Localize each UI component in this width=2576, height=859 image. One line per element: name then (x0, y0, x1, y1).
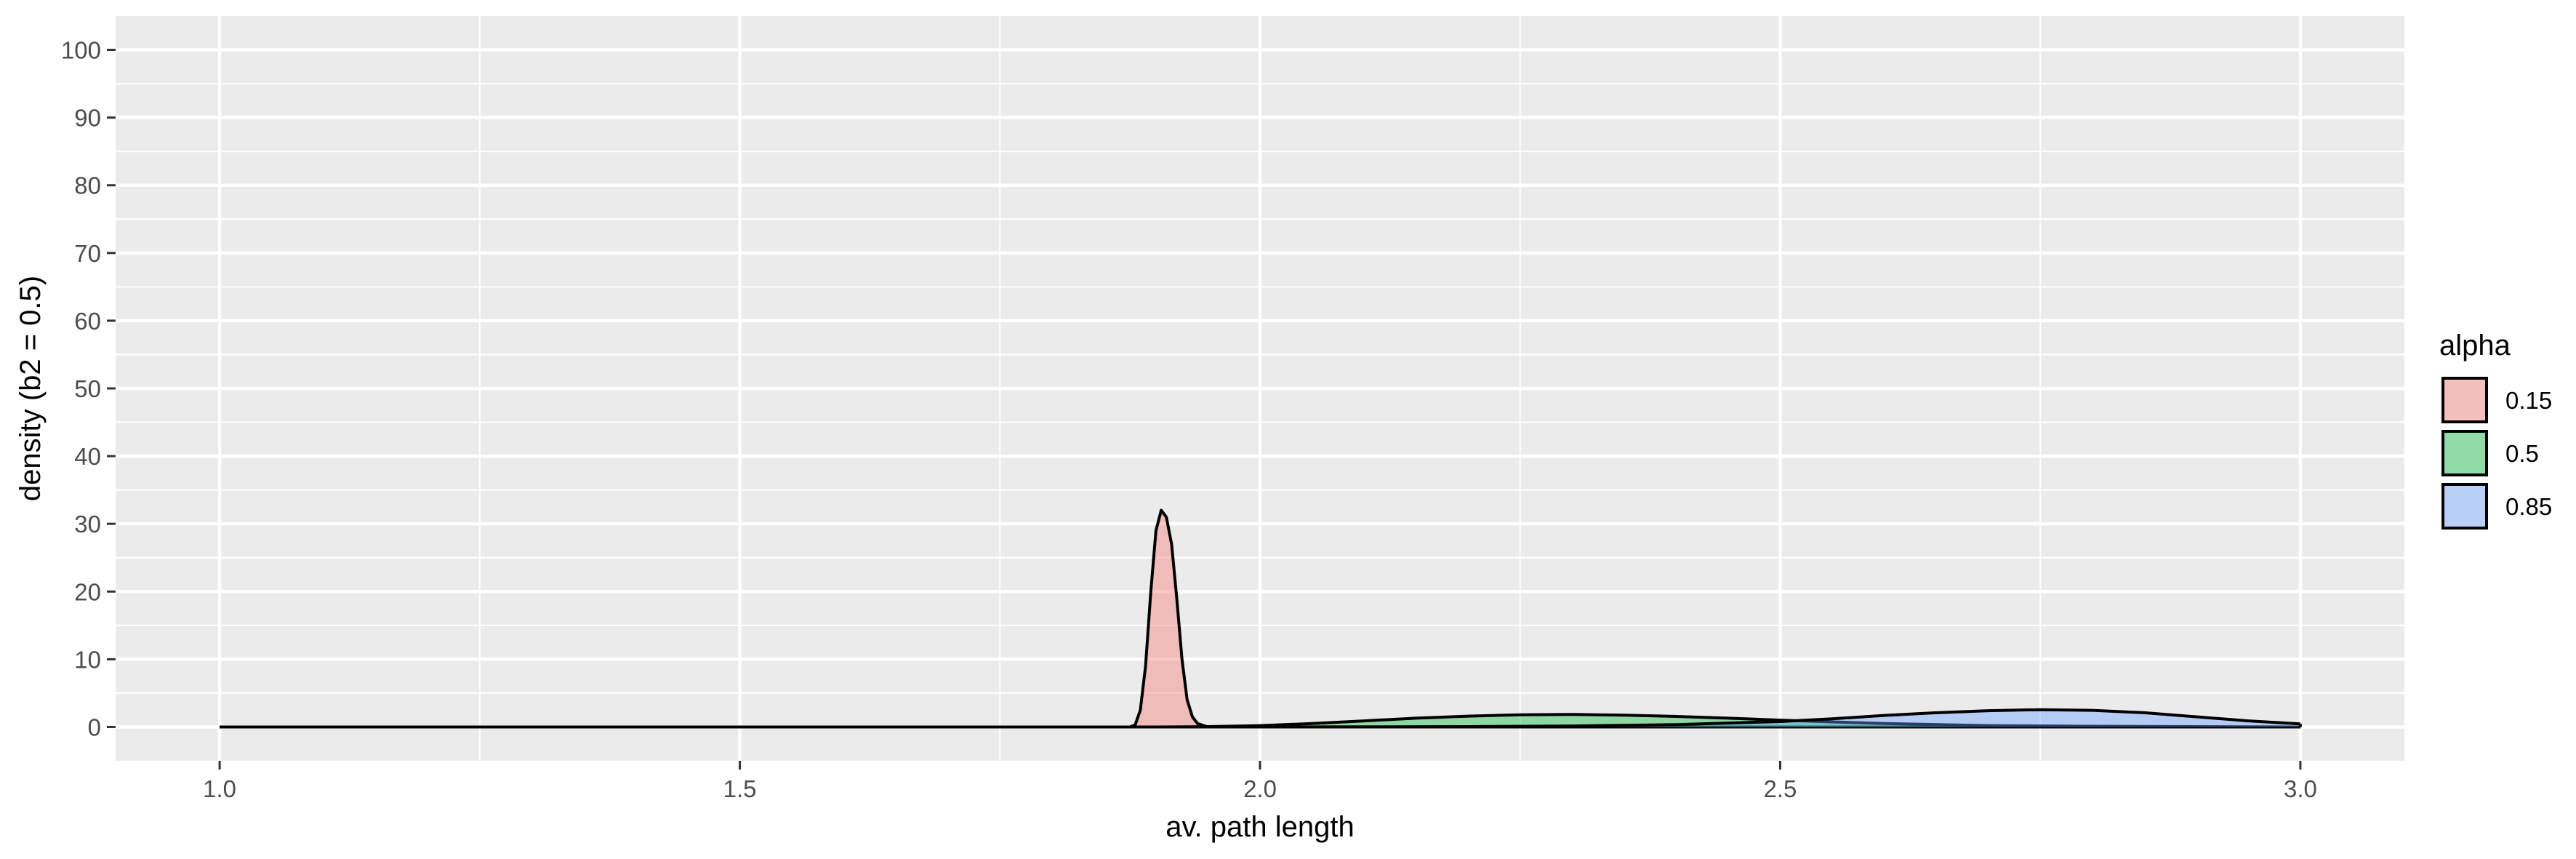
y-tick-label: 50 (74, 375, 101, 402)
y-tick-label: 80 (74, 172, 101, 199)
x-tick-label: 1.5 (723, 775, 757, 802)
x-tick-label: 2.5 (1764, 775, 1797, 802)
y-tick-label: 70 (74, 240, 101, 267)
density-outline-3 (220, 708, 2301, 729)
y-tick-label: 20 (74, 578, 101, 605)
x-tick-label: 3.0 (2284, 775, 2317, 802)
legend-swatch (2441, 430, 2488, 476)
y-axis: 0 10 20 30 40 50 60 70 80 90 100 (61, 37, 116, 740)
legend-label: 0.15 (2505, 387, 2552, 414)
legend-label: 0.85 (2505, 493, 2552, 520)
y-tick-label: 10 (74, 646, 101, 673)
y-tick-label: 60 (74, 308, 101, 335)
legend: alpha 0.15 0.5 0.85 (2439, 329, 2552, 530)
y-tick-label: 0 (88, 714, 101, 740)
y-axis-title: density (b2 = 0.5) (15, 276, 47, 501)
y-tick-label: 90 (74, 105, 101, 132)
y-tick-label: 40 (74, 443, 101, 470)
x-tick-label: 2.0 (1243, 775, 1277, 802)
legend-key-background (2441, 377, 2488, 423)
legend-swatch (2441, 483, 2488, 530)
x-axis: 1.0 1.5 2.0 2.5 3.0 (203, 761, 2317, 802)
density-areas (220, 508, 2302, 729)
major-gridlines (116, 16, 2404, 761)
legend-swatch (2441, 377, 2488, 423)
x-tick-label: 1.0 (203, 775, 236, 802)
legend-label: 0.5 (2505, 440, 2539, 467)
legend-key-background (2441, 483, 2488, 530)
x-axis-title: av. path length (1165, 811, 1354, 843)
legend-key-background (2441, 430, 2488, 476)
legend-title: alpha (2439, 329, 2511, 361)
y-tick-label: 30 (74, 511, 101, 538)
y-tick-label: 100 (61, 37, 101, 64)
density-area-2 (220, 714, 2300, 727)
